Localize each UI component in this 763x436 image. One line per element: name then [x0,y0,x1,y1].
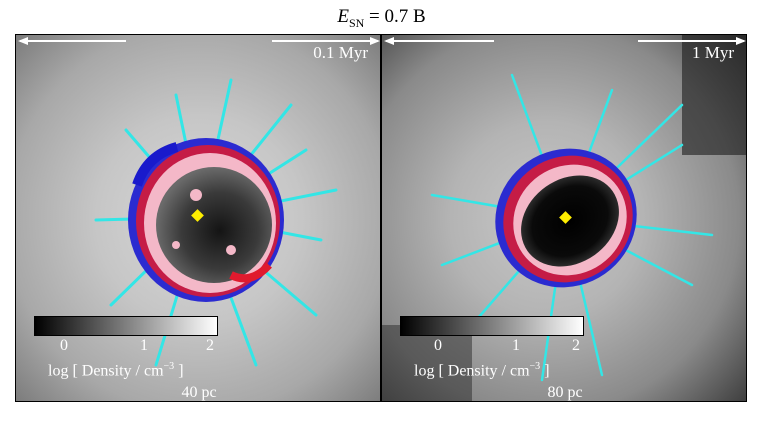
figure-title: ESN = 0.7 B [0,6,763,31]
scale-bar [18,37,380,45]
colorbar-label: log [ Density / cm−3 ] [48,361,184,380]
star-marker [191,209,204,222]
colorbar [34,316,218,336]
colorbar-tick: 0 [434,337,442,354]
colorbar-ticks: 0 1 2 [34,337,218,361]
density-map-right [382,35,746,401]
colorbar-label-end: ] [174,362,184,380]
colorbar-tick: 1 [140,337,148,354]
scale-bar-label: 80 pc [547,384,583,401]
time-label: 0.1 Myr [313,43,368,62]
title-symbol: E [337,6,349,27]
density-map-left [16,35,380,401]
colorbar-tick: 2 [572,337,580,354]
colorbar-label-text: log [ Density / cm [48,362,164,380]
colorbar-label-text: log [ Density / cm [414,362,530,380]
colorbar-ticks: 0 1 2 [400,337,584,361]
panel-right: 1 Myr 0 1 2 log [ Density / cm−3 ] 80 pc [381,34,747,402]
colorbar-label: log [ Density / cm−3 ] [414,361,550,380]
panel-left: 0.1 Myr 0 1 2 log [ Density / cm−3 ] 40 … [15,34,381,402]
time-label: 1 Myr [691,43,734,62]
scale-bar-label: 40 pc [181,384,217,401]
colorbar [400,316,584,336]
colorbar-label-exponent: −3 [163,361,175,372]
scale-bar [384,37,746,45]
colorbar-tick: 1 [512,337,520,354]
colorbar-tick: 2 [206,337,214,354]
title-value: = 0.7 B [364,6,426,27]
colorbar-label-exponent: −3 [529,361,541,372]
title-subscript: SN [348,15,365,30]
colorbar-tick: 0 [60,337,68,354]
colorbar-label-end: ] [540,362,550,380]
